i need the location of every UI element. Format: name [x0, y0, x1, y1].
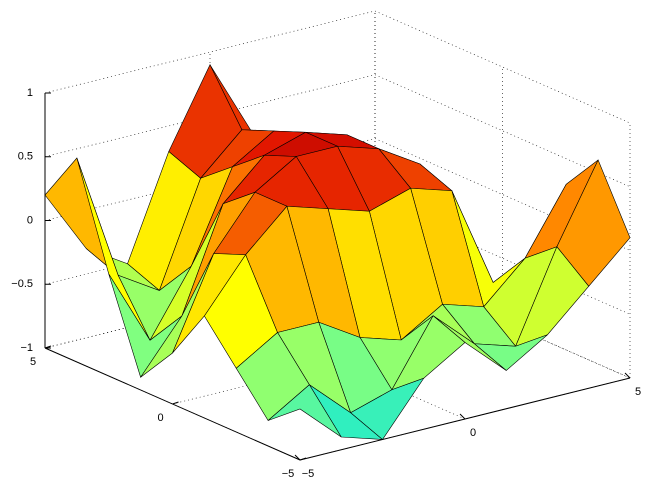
- y-tick-label: −5: [282, 468, 295, 480]
- z-tick-label: −0.5: [11, 278, 33, 290]
- z-tick-label: 0.5: [18, 151, 33, 163]
- x-tick-label: −5: [302, 468, 315, 480]
- y-tick-label: 0: [157, 412, 163, 424]
- tick-mark: [625, 373, 630, 378]
- tick-mark: [460, 414, 465, 419]
- tick-mark: [173, 402, 179, 404]
- z-tick-label: 0: [27, 214, 33, 226]
- z-tick-label: −1: [20, 342, 33, 354]
- x-tick-label: 5: [635, 386, 641, 398]
- x-tick-label: 0: [470, 427, 476, 439]
- chart: −1 −0.5 0 0.5 1 −5 0 5 −5 0 5: [0, 0, 647, 487]
- z-tick-label: 1: [27, 87, 33, 99]
- y-tick-label: 5: [30, 356, 36, 368]
